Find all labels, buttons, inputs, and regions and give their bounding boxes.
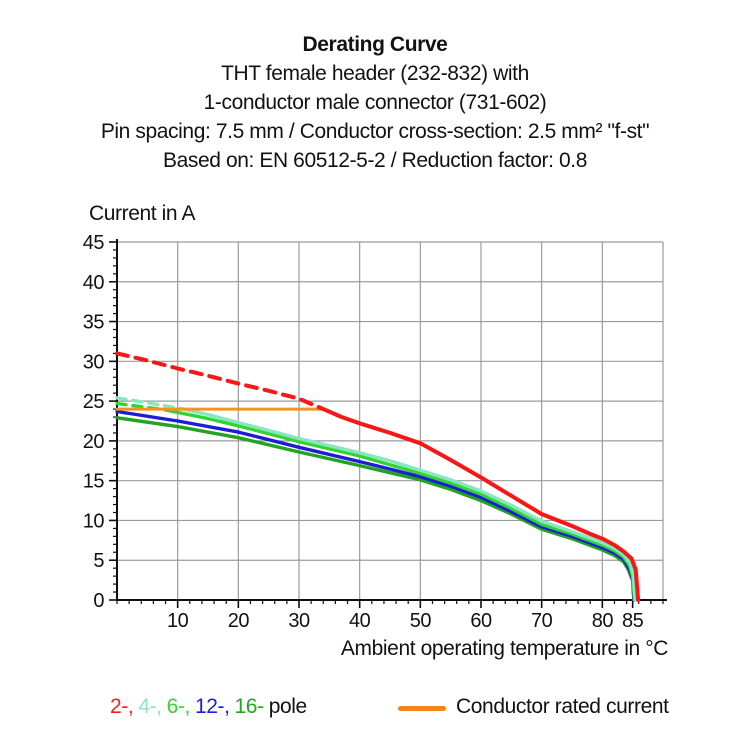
- x-tick-label: 40: [349, 610, 371, 632]
- x-tick-label: 70: [531, 610, 553, 632]
- x-axis-title: Ambient operating temperature in °C: [340, 637, 668, 660]
- series-4-pole: [182, 407, 637, 602]
- legend-pole-6: 6-,: [166, 695, 191, 718]
- legend-pole-16: 16-: [234, 695, 265, 718]
- y-tick-label: 20: [83, 431, 105, 453]
- x-tick-label: 85: [622, 610, 644, 632]
- legend-pole-2: 2-,: [110, 695, 134, 718]
- x-tick-label: 10: [167, 610, 189, 632]
- pole-legend: 2-, 4-, 6-, 12-, 16- pole: [110, 695, 307, 719]
- legend-pole-12: 12-,: [194, 695, 230, 718]
- y-tick-label: 30: [83, 351, 105, 373]
- series-6-pole: [163, 408, 637, 602]
- subtitle-line-3: Pin spacing: 7.5 mm / Conductor cross-se…: [100, 120, 650, 143]
- y-tick-label: 10: [83, 510, 105, 532]
- rated-current-label: Conductor rated current: [456, 695, 669, 718]
- subtitle-line-4: Based on: EN 60512-5-2 / Reduction facto…: [162, 149, 588, 172]
- legend-pole-suffix: pole: [268, 695, 308, 718]
- y-tick-label: 25: [83, 391, 105, 413]
- series-12-pole: [115, 409, 636, 602]
- series-2-pole: [321, 407, 641, 602]
- x-tick-label: 30: [288, 610, 310, 632]
- chart-title: Derating Curve: [302, 33, 448, 56]
- x-tick-label: 20: [228, 610, 250, 632]
- y-tick-label: 15: [83, 471, 105, 493]
- subtitle-line-1: THT female header (232-832) with: [221, 62, 529, 85]
- y-tick-label: 45: [83, 232, 105, 254]
- y-tick-label: 35: [83, 312, 105, 334]
- x-tick-label: 60: [470, 610, 492, 632]
- y-tick-label: 0: [93, 590, 104, 612]
- rated-current-swatch: [398, 706, 446, 711]
- x-tick-label: 80: [592, 610, 614, 632]
- y-tick-label: 40: [83, 272, 105, 294]
- y-tick-label: 5: [93, 550, 104, 572]
- title-block: Derating Curve THT female header (232-83…: [0, 30, 750, 175]
- legend-pole-4: 4-,: [138, 695, 162, 718]
- subtitle-line-2: 1-conductor male connector (731-602): [203, 91, 547, 114]
- series-16-pole: [115, 416, 636, 602]
- x-tick-label: 50: [410, 610, 432, 632]
- y-axis-title: Current in A: [89, 202, 196, 225]
